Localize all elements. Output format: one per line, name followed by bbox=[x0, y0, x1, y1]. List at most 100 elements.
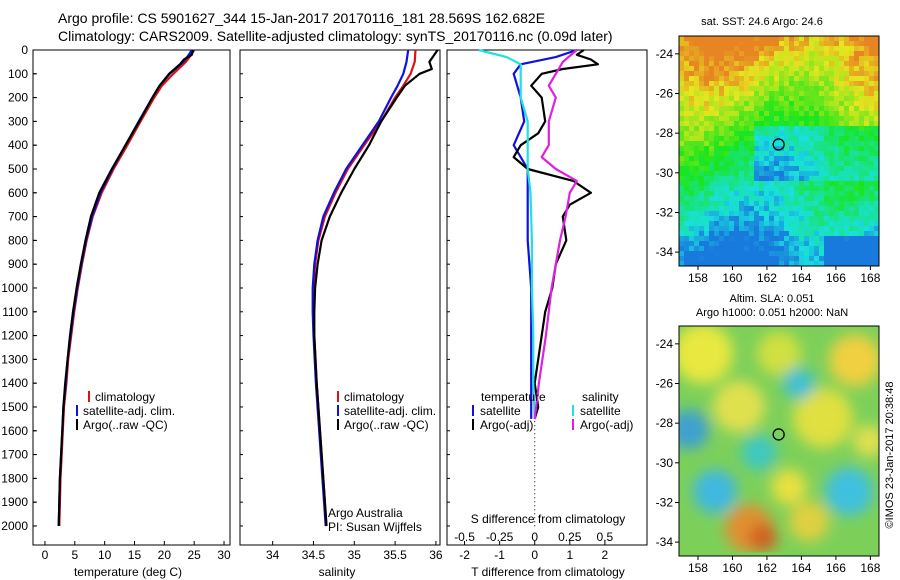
sst-cell bbox=[789, 161, 795, 167]
sst-cell bbox=[804, 76, 810, 82]
sst-cell bbox=[839, 256, 845, 262]
sst-cell bbox=[789, 211, 795, 217]
sst-cell bbox=[719, 171, 725, 177]
legend-label-temp-argo: Argo(-adj) bbox=[480, 418, 533, 432]
sst-cell bbox=[774, 101, 780, 107]
sst-cell bbox=[694, 126, 700, 132]
sst-cell bbox=[869, 151, 875, 157]
sst-cell bbox=[809, 176, 815, 182]
sst-cell bbox=[769, 51, 775, 57]
sst-cell bbox=[764, 166, 770, 172]
sst-cell bbox=[724, 101, 730, 107]
sst-cell bbox=[769, 121, 775, 127]
sst-cell bbox=[804, 46, 810, 52]
sst-cell bbox=[739, 211, 745, 217]
sst-cell bbox=[824, 41, 830, 47]
sst-cell bbox=[744, 96, 750, 102]
sst-cell bbox=[814, 206, 820, 212]
sst-cell bbox=[774, 181, 780, 187]
sst-cell bbox=[874, 206, 879, 212]
sst-cell bbox=[779, 256, 785, 262]
sst-cell bbox=[734, 56, 740, 62]
sst-cell bbox=[759, 91, 765, 97]
sst-cell bbox=[769, 46, 775, 52]
sst-cell bbox=[864, 66, 870, 72]
sst-cell bbox=[804, 126, 810, 132]
sst-cell bbox=[834, 91, 840, 97]
sst-cell bbox=[854, 96, 860, 102]
sst-cell bbox=[779, 91, 785, 97]
sst-cell bbox=[844, 71, 850, 77]
sst-cell bbox=[759, 106, 765, 112]
series-argo-raw-qc bbox=[57, 49, 195, 527]
sst-cell bbox=[709, 231, 715, 237]
sst-cell bbox=[794, 86, 800, 92]
legend-swatch-satellite bbox=[76, 405, 78, 416]
sst-cell bbox=[829, 201, 835, 207]
sst-cell bbox=[779, 166, 785, 172]
map-y-tick-label: -28 bbox=[656, 416, 674, 430]
sst-cell bbox=[774, 141, 780, 147]
sst-cell bbox=[829, 216, 835, 222]
sst-cell bbox=[804, 141, 810, 147]
sst-cell bbox=[859, 116, 865, 122]
sst-cell bbox=[699, 241, 705, 247]
sst-cell bbox=[754, 76, 760, 82]
x-tick-label: 30 bbox=[217, 548, 231, 562]
sst-cell bbox=[849, 166, 855, 172]
sst-cell bbox=[794, 66, 800, 72]
x-tick-label: 5 bbox=[71, 548, 78, 562]
sst-cell bbox=[804, 116, 810, 122]
sst-cell bbox=[744, 71, 750, 77]
sst-cell bbox=[779, 106, 785, 112]
sst-cell bbox=[754, 151, 760, 157]
sst-cell bbox=[829, 121, 835, 127]
sst-cell bbox=[724, 146, 730, 152]
map-x-tick-label: 164 bbox=[791, 561, 811, 575]
sst-cell bbox=[824, 111, 830, 117]
sst-cell bbox=[804, 41, 810, 47]
sst-cell bbox=[794, 261, 800, 266]
sst-cell bbox=[839, 191, 845, 197]
sst-cell bbox=[714, 121, 720, 127]
difference-xlabel: T difference from climatology bbox=[471, 565, 625, 579]
sst-cell bbox=[799, 191, 805, 197]
sst-cell bbox=[704, 41, 710, 47]
sst-cell bbox=[844, 116, 850, 122]
sst-cell bbox=[709, 56, 715, 62]
sst-cell bbox=[864, 131, 870, 137]
sst-cell bbox=[764, 216, 770, 222]
sst-cell bbox=[729, 146, 735, 152]
sst-cell bbox=[699, 71, 705, 77]
sst-cell bbox=[744, 206, 750, 212]
sst-cell bbox=[694, 211, 700, 217]
sst-cell bbox=[754, 181, 760, 187]
sst-cell bbox=[709, 41, 715, 47]
sst-cell bbox=[769, 136, 775, 142]
sst-cell bbox=[729, 186, 735, 192]
sst-cell bbox=[809, 186, 815, 192]
sst-cell bbox=[734, 176, 740, 182]
sst-cell bbox=[784, 206, 790, 212]
sst-cell bbox=[744, 246, 750, 252]
sst-cell bbox=[749, 251, 755, 257]
sst-cell bbox=[839, 146, 845, 152]
sst-cell bbox=[719, 141, 725, 147]
sst-cell bbox=[694, 261, 700, 266]
sst-cell bbox=[794, 106, 800, 112]
sst-cell bbox=[849, 61, 855, 67]
sst-cell bbox=[744, 261, 750, 266]
sst-cell bbox=[789, 101, 795, 107]
sst-cell bbox=[874, 131, 879, 137]
sst-cell bbox=[724, 121, 730, 127]
series-climatology bbox=[58, 49, 196, 527]
sst-cell bbox=[749, 206, 755, 212]
sst-cell bbox=[789, 46, 795, 52]
sst-cell bbox=[774, 116, 780, 122]
sst-cell bbox=[804, 121, 810, 127]
sst-cell bbox=[724, 201, 730, 207]
sst-cell bbox=[824, 221, 830, 227]
sst-cell bbox=[799, 246, 805, 252]
sst-cell bbox=[849, 191, 855, 197]
sst-cell bbox=[724, 141, 730, 147]
